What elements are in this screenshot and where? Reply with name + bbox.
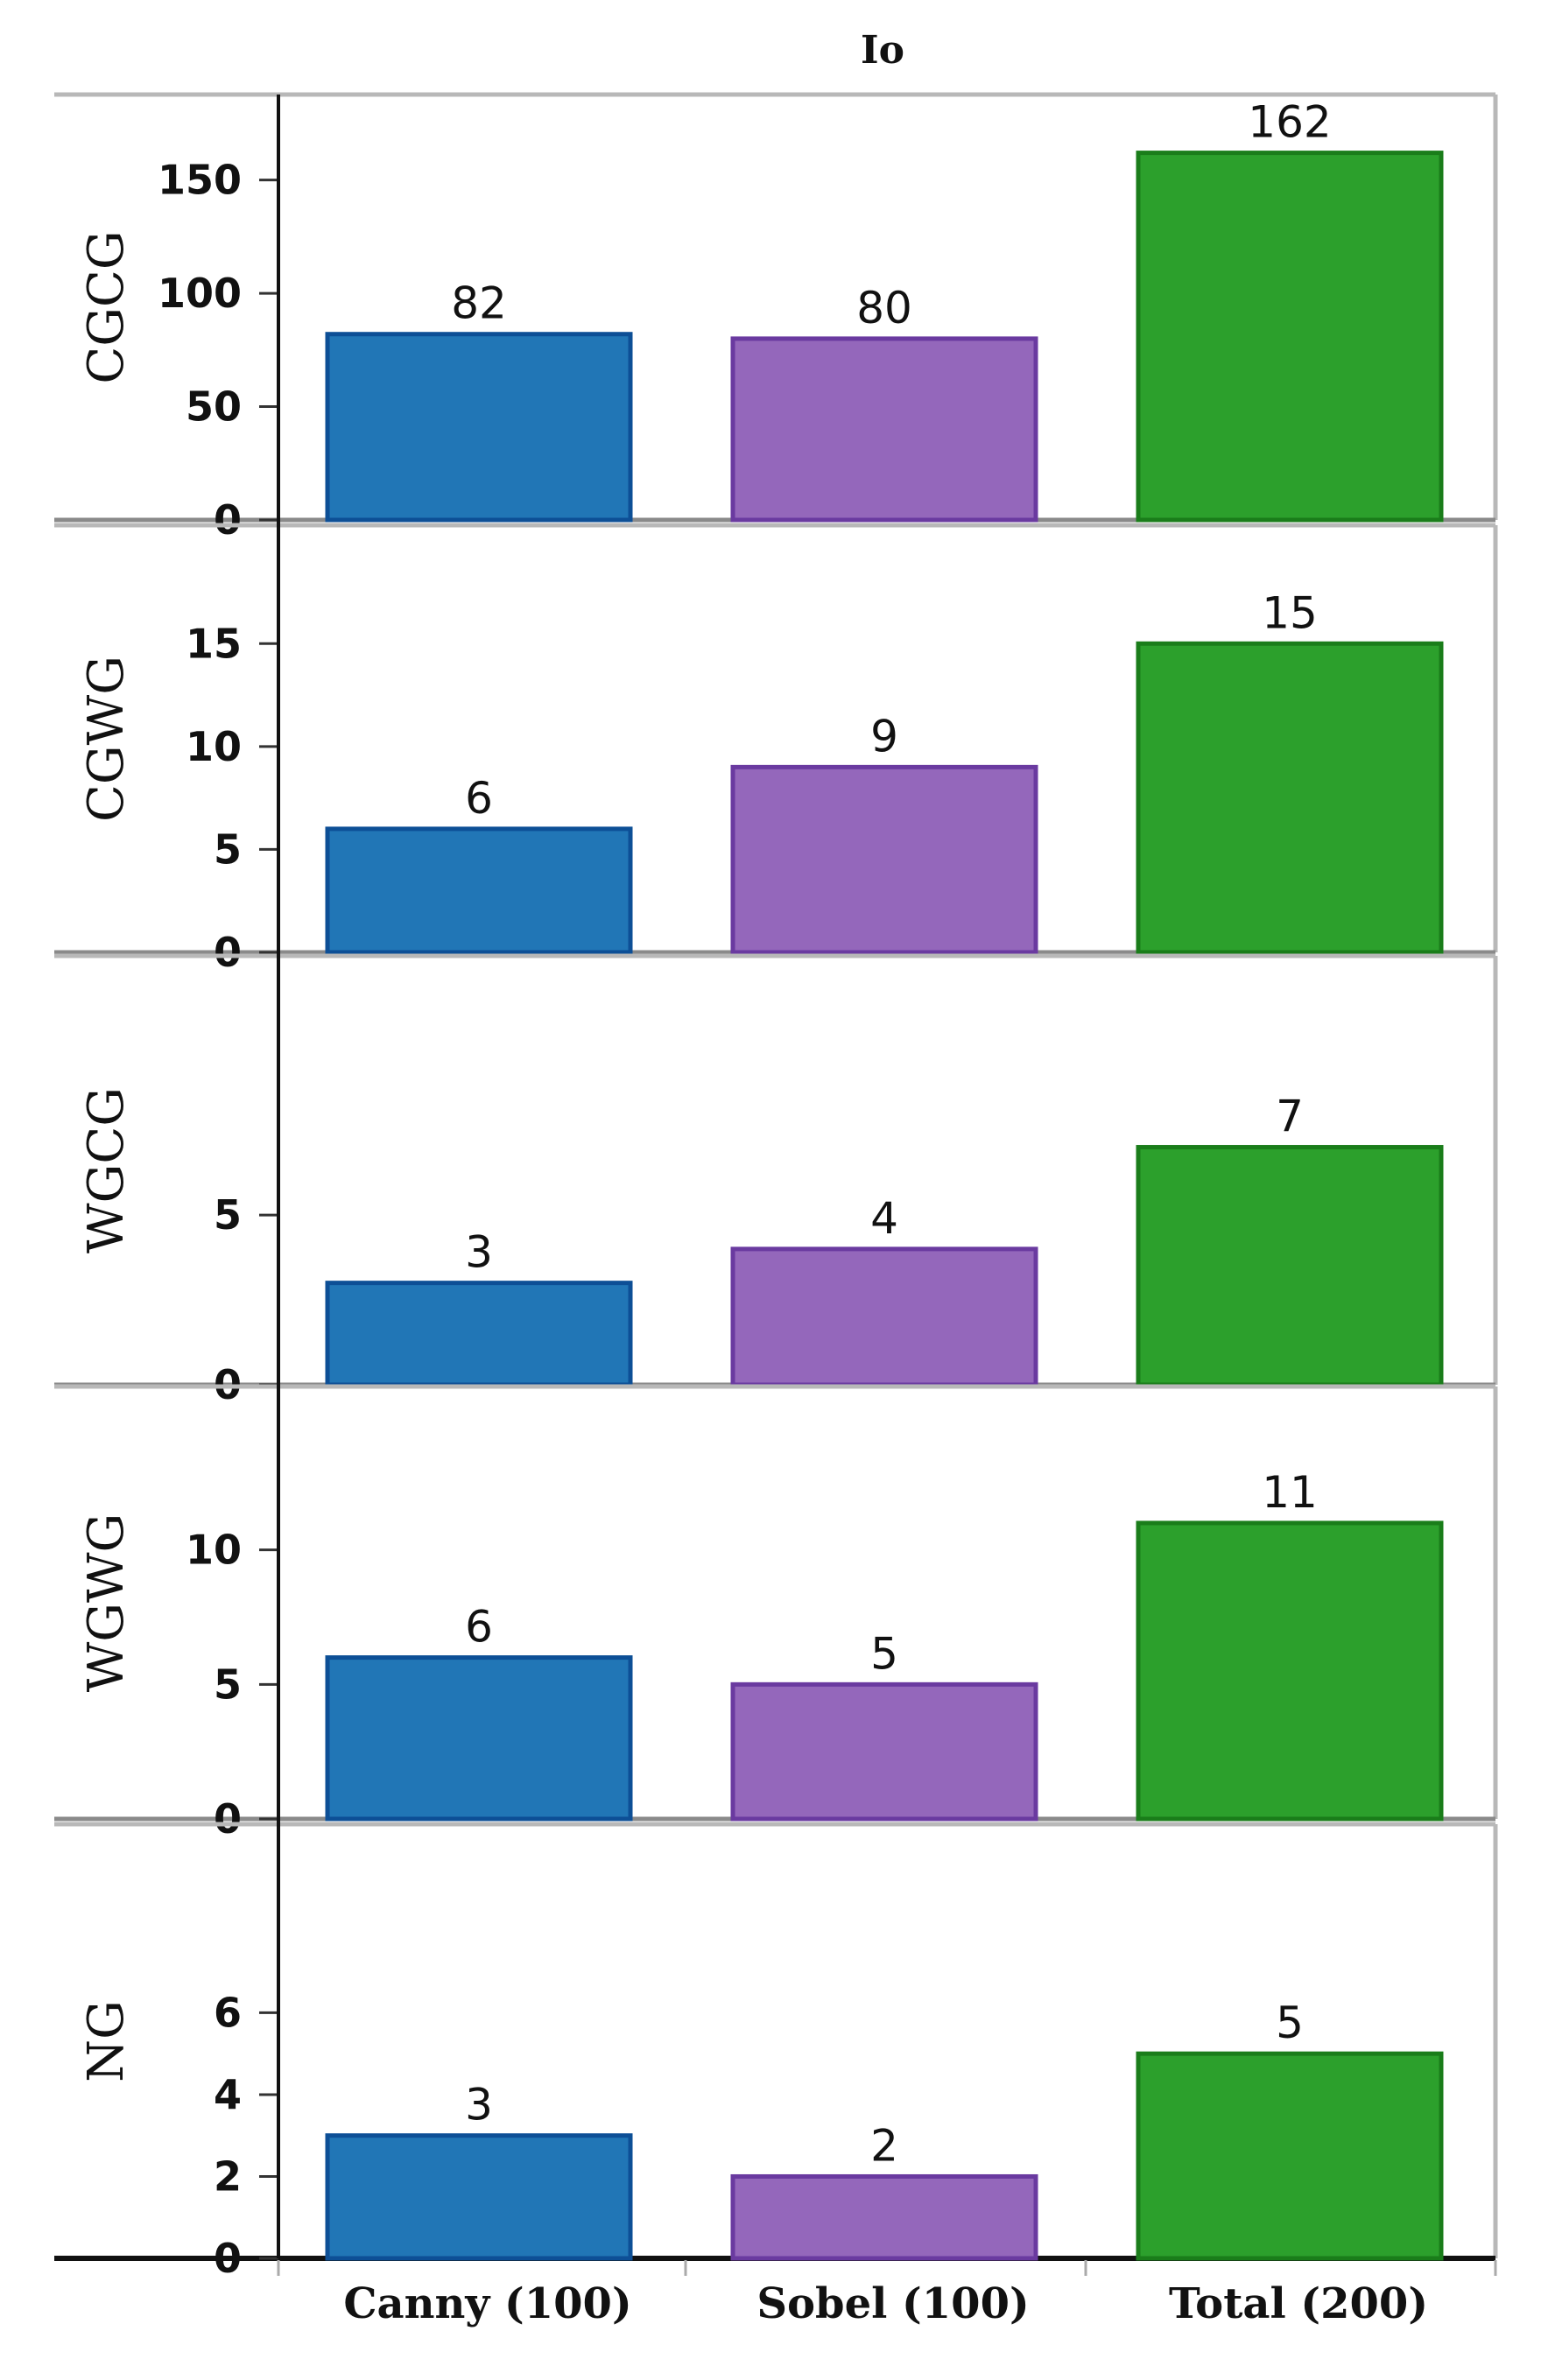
panel-wgwg: WGWG 0 5 10 6 5 11 (54, 1384, 1498, 1843)
x-category-label: Sobel (100) (756, 2279, 1029, 2328)
bar-wgwg-canny (325, 1655, 633, 1822)
y-tick-label: 5 (214, 825, 242, 873)
y-tick-label: 2 (214, 2152, 242, 2200)
x-category-label: Total (200) (1169, 2279, 1428, 2328)
bar-value-label: 6 (465, 773, 493, 824)
bar-wgcg-canny (325, 1281, 633, 1387)
bar-value-label: 9 (870, 711, 898, 762)
bar-wgcg-total (1136, 1145, 1444, 1387)
bar-wgwg-sobel (730, 1681, 1038, 1822)
y-tick-label: 150 (158, 157, 242, 204)
bar-ng-canny (325, 2133, 633, 2261)
bar-value-label: 80 (856, 283, 912, 333)
bar-value-label: 7 (1276, 1092, 1304, 1142)
y-tick-label: 0 (214, 496, 242, 544)
panel-cgwg: CGWG 0 5 10 15 6 9 15 (54, 523, 1498, 976)
y-tick-label: 50 (186, 383, 242, 431)
panels-layer: CGCG0501001508280162CGWG0510156915WGCG05… (54, 92, 1498, 2282)
bar-value-label: 5 (870, 1628, 898, 1679)
bar-cgwg-total (1136, 641, 1444, 955)
bar-value-label: 11 (1262, 1467, 1318, 1518)
panel-label: CGWG (78, 656, 135, 822)
bar-value-label: 3 (465, 1227, 493, 1278)
y-tick-label: 5 (214, 1191, 242, 1239)
bar-value-label: 82 (451, 278, 507, 329)
panel-ng: NG 0 2 4 6 3 2 5 (54, 1822, 1498, 2282)
bar-value-label: 3 (465, 2080, 493, 2131)
y-tick-label: 5 (214, 1660, 242, 1708)
y-tick-label: 10 (186, 723, 242, 770)
y-tick-label: 0 (214, 1795, 242, 1843)
panel-label: NG (78, 2000, 135, 2082)
bar-cgwg-canny (325, 826, 633, 955)
bar-cgcg-total (1136, 151, 1444, 523)
y-tick-label: 10 (186, 1527, 242, 1574)
panel-label: WGCG (78, 1087, 135, 1253)
panel-label: CGCG (78, 230, 135, 383)
panel-label: WGWG (78, 1513, 135, 1693)
y-tick-label: 15 (186, 620, 242, 667)
y-tick-label: 4 (214, 2071, 242, 2118)
bar-wgwg-total (1136, 1520, 1444, 1822)
bar-value-label: 15 (1262, 587, 1318, 638)
bar-value-label: 6 (465, 1602, 493, 1653)
bar-cgcg-canny (325, 332, 633, 523)
bar-value-label: 2 (870, 2120, 898, 2171)
x-category-label: Canny (100) (343, 2279, 631, 2328)
chart-title: Io (861, 28, 904, 73)
y-tick-label: 0 (214, 2235, 242, 2282)
y-tick-label: 100 (158, 270, 242, 317)
panel-wgcg: WGCG05347 (54, 953, 1498, 1408)
bar-value-label: 5 (1276, 1997, 1304, 2048)
bar-value-label: 4 (870, 1193, 898, 1244)
y-tick-label: 6 (214, 1989, 242, 2036)
bar-wgcg-sobel (730, 1246, 1038, 1387)
bar-value-label: 162 (1248, 97, 1331, 148)
bar-cgwg-sobel (730, 764, 1038, 955)
bar-cgcg-sobel (730, 336, 1038, 523)
bar-ng-total (1136, 2051, 1444, 2261)
bar-ng-sobel (730, 2173, 1038, 2261)
panel-cgcg: CGCG 0 50 100 150 82 80 162 (54, 92, 1498, 544)
category-axis: Canny (100) Sobel (100) Total (200) (277, 2260, 1497, 2328)
y-tick-label: 0 (214, 929, 242, 976)
